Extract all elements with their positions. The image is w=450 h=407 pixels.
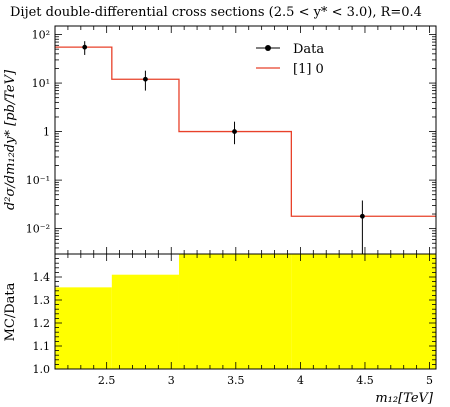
x-tick-label: 2.5 (98, 374, 116, 387)
ratio-y-tick-label: 1.2 (33, 317, 51, 330)
main-y-tick-label: 10² (32, 29, 50, 42)
main-y-tick-label: 10⁻¹ (26, 174, 50, 187)
mc-step-line (55, 46, 436, 217)
ratio-band-bin (111, 274, 179, 369)
ratio-y-tick-label: 1.4 (33, 271, 51, 284)
legend: Data [1] 0 (256, 42, 324, 77)
ratio-plot-frame (54, 253, 437, 370)
x-tick-label: 5 (426, 374, 433, 387)
data-point (82, 44, 88, 50)
chart-title: Dijet double-differential cross sections… (10, 5, 422, 20)
ratio-y-tick-label: 1.0 (33, 363, 51, 376)
main-y-tick-label: 10¹ (32, 77, 50, 90)
x-tick-label: 4 (297, 374, 304, 387)
ratio-y-tick-label: 1.3 (33, 294, 51, 307)
ratio-y-tick-label: 1.1 (33, 340, 51, 353)
main-y-axis-label: d²σ/dm₁₂dy* [pb/TeV] (3, 69, 18, 210)
x-tick-label: 4.5 (356, 374, 374, 387)
x-tick-label: 3.5 (227, 374, 245, 387)
main-y-tick-label: 1 (43, 126, 50, 139)
legend-mc-label: [1] 0 (293, 62, 324, 77)
main-y-tick-label: 10⁻² (26, 223, 50, 236)
ratio-band-bin (291, 254, 436, 369)
ratio-band-bin (178, 254, 292, 369)
ratio-panel: 2.5 3 3.5 4 4.5 5 1.0 1.1 1.2 1.3 1.4 (33, 253, 437, 387)
x-axis-label: m₁₂[TeV] (375, 391, 434, 406)
data-point (232, 129, 237, 134)
x-tick-label: 3 (168, 374, 175, 387)
legend-data-marker (265, 45, 271, 51)
data-point (359, 213, 365, 219)
ratio-y-axis-label: MC/Data (3, 282, 18, 341)
ratio-band-bin (55, 287, 112, 369)
main-panel: 10⁻² 10⁻¹ 1 10¹ 10² (26, 25, 437, 255)
legend-data-label: Data (293, 42, 324, 57)
data-point (143, 76, 148, 82)
